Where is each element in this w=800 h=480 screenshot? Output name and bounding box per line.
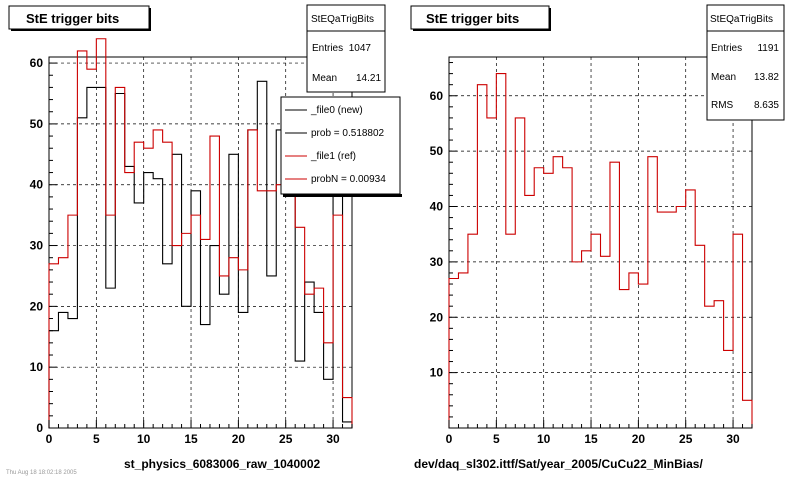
right-stats-name: StEQaTrigBits [710, 14, 773, 25]
left-stats-value: 1047 [349, 43, 372, 54]
y-tick-label: 60 [30, 56, 44, 70]
y-tick-label: 60 [430, 89, 444, 103]
x-tick-label: 15 [184, 432, 198, 446]
x-tick-label: 10 [537, 432, 551, 446]
right-stats-label: RMS [711, 100, 734, 111]
histogram-series-line [48, 38, 353, 428]
right-grid [449, 57, 752, 428]
right-stats-value: 8.635 [754, 100, 779, 111]
x-tick-label: 25 [279, 432, 293, 446]
y-tick-label: 10 [430, 366, 444, 380]
left-chart-pad: 0 5 10 15 20 25 30 0 10 20 30 40 50 60 st_physics_608… [6, 4, 402, 476]
y-tick-label: 50 [430, 144, 444, 158]
left-histograms [48, 38, 353, 428]
legend-label-ref: _file1 (ref) [310, 151, 356, 162]
right-title-box: StE trigger bits [410, 5, 551, 31]
right-stats-value: 13.82 [754, 72, 779, 83]
left-legend: _file0 (new) prob = 0.518802 _file1 (ref… [280, 96, 402, 197]
x-tick-label: 30 [326, 432, 340, 446]
y-tick-label: 30 [430, 255, 444, 269]
left-axes: 0 5 10 15 20 25 30 0 10 20 30 40 50 60 [30, 56, 353, 446]
left-stats-label: Mean [312, 73, 337, 84]
right-stats-label: Entries [711, 43, 742, 54]
left-x-axis-label: st_physics_6083006_raw_1040002 [124, 457, 320, 471]
y-tick-label: 40 [430, 200, 444, 214]
x-tick-label: 20 [232, 432, 246, 446]
y-tick-label: 10 [30, 360, 44, 374]
left-title-box: StE trigger bits [8, 5, 151, 31]
right-stats-label: Mean [711, 72, 736, 83]
left-stats-label: Entries [312, 43, 343, 54]
right-axes: 0 5 10 15 20 25 30 10 20 30 40 50 60 [430, 62, 753, 446]
y-tick-label: 20 [430, 310, 444, 324]
legend-label-prob: prob = 0.518802 [311, 128, 385, 139]
y-tick-label: 0 [36, 421, 43, 435]
y-tick-label: 40 [30, 178, 44, 192]
right-histogram [448, 73, 753, 428]
x-tick-label: 5 [93, 432, 100, 446]
histogram-series-line [448, 73, 753, 428]
x-tick-label: 20 [632, 432, 646, 446]
left-footer-timestamp: Thu Aug 18 18:02:18 2005 [6, 470, 77, 476]
right-chart-title: StE trigger bits [426, 11, 519, 26]
x-tick-label: 25 [679, 432, 693, 446]
right-stats-box: StEQaTrigBits Entries 1191 Mean 13.82 RM… [706, 4, 785, 121]
x-tick-label: 0 [446, 432, 453, 446]
left-stats-name: StEQaTrigBits [311, 14, 374, 25]
histogram-series-line [48, 80, 353, 428]
x-tick-label: 30 [726, 432, 740, 446]
legend-label-new: _file0 (new) [310, 105, 363, 116]
left-stats-value: 14.21 [356, 73, 381, 84]
y-tick-label: 20 [30, 299, 44, 313]
right-x-axis-label: dev/daq_sl302.ittf/Sat/year_2005/CuCu22_… [414, 457, 703, 471]
y-tick-label: 30 [30, 239, 44, 253]
right-stats-value: 1191 [757, 43, 779, 54]
left-chart-title: StE trigger bits [26, 11, 119, 26]
y-tick-label: 50 [30, 117, 44, 131]
left-stats-box: StEQaTrigBits Entries 1047 Mean 14.21 [306, 4, 386, 93]
legend-label-probn: probN = 0.00934 [311, 174, 386, 185]
x-tick-label: 15 [584, 432, 598, 446]
right-chart-pad: 0 5 10 15 20 25 30 10 20 30 40 50 60 dev/daq_sl302.i… [410, 4, 785, 471]
x-tick-label: 10 [137, 432, 151, 446]
x-tick-label: 0 [46, 432, 53, 446]
x-tick-label: 5 [493, 432, 500, 446]
